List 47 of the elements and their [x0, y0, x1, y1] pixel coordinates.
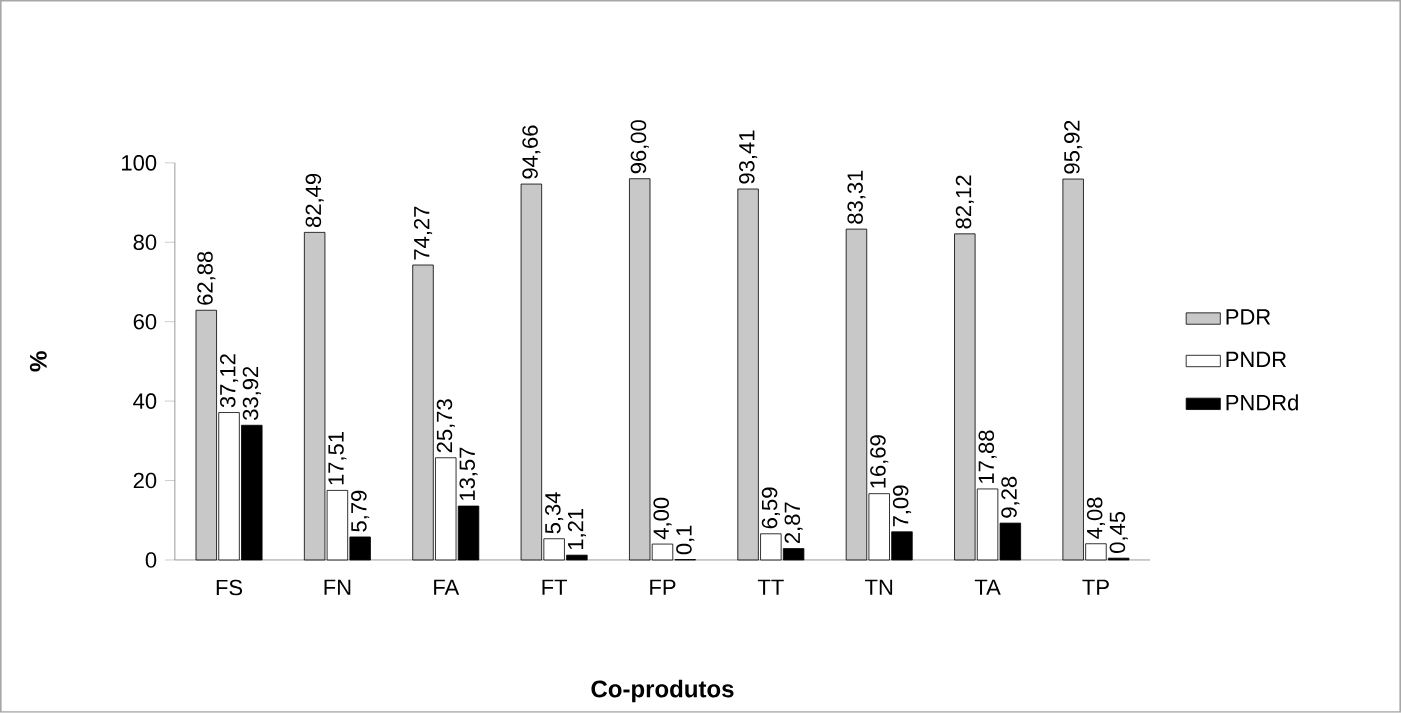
data-label: 62,88 — [197, 251, 216, 305]
data-label: 93,41 — [739, 130, 758, 184]
data-label: 82,12 — [955, 175, 974, 229]
data-label: 5,34 — [545, 492, 564, 534]
data-label: 4,00 — [653, 497, 672, 540]
data-label: 0,1 — [676, 525, 695, 555]
x-tick-label: FS — [216, 579, 243, 596]
data-label: 17,51 — [328, 432, 347, 485]
data-label: 2,87 — [784, 502, 803, 544]
y-tick-label: 60 — [133, 314, 157, 330]
x-tick-label: TA — [974, 579, 1001, 595]
x-tick-label: FT — [542, 579, 568, 595]
x-tick-label: TT — [757, 579, 784, 595]
legend-label: PNDRd — [1226, 394, 1298, 411]
data-label: 0,45 — [1109, 511, 1128, 554]
x-tick-label: FN — [324, 579, 351, 595]
data-label: 16,69 — [870, 435, 889, 488]
data-label: 5,79 — [351, 490, 370, 532]
data-label: 33,92 — [242, 366, 261, 421]
data-label: 96,00 — [630, 120, 649, 174]
y-tick-label: 100 — [122, 155, 157, 171]
data-label: 94,66 — [522, 125, 541, 179]
data-label: 4,08 — [1086, 497, 1106, 539]
y-tick-label: 80 — [133, 234, 157, 251]
y-axis-title: % — [29, 351, 47, 372]
data-label: 17,88 — [978, 430, 997, 483]
x-axis-title: Co-produtos — [591, 679, 734, 703]
legend-label: PDR — [1226, 309, 1271, 325]
data-label: 95,92 — [1064, 120, 1083, 174]
data-label: 25,73 — [436, 399, 455, 453]
data-label: 82,49 — [305, 174, 324, 228]
data-label: 13,57 — [459, 447, 478, 501]
x-tick-label: TN — [865, 579, 893, 595]
y-tick-label: 0 — [145, 552, 157, 568]
y-tick-label: 40 — [133, 393, 157, 409]
data-label: 7,09 — [892, 485, 912, 527]
data-label: 37,12 — [219, 354, 239, 408]
x-tick-label: FA — [434, 579, 460, 595]
data-label: 74,27 — [413, 206, 433, 260]
data-label: 6,59 — [761, 487, 780, 529]
y-tick-label: 20 — [133, 472, 157, 489]
data-label: 9,28 — [1001, 476, 1020, 518]
x-tick-label: TP — [1082, 579, 1109, 595]
legend-label: PNDR — [1226, 351, 1287, 368]
x-tick-label: FP — [650, 579, 676, 595]
data-label: 83,31 — [847, 170, 866, 224]
data-label: 1,21 — [567, 509, 586, 550]
